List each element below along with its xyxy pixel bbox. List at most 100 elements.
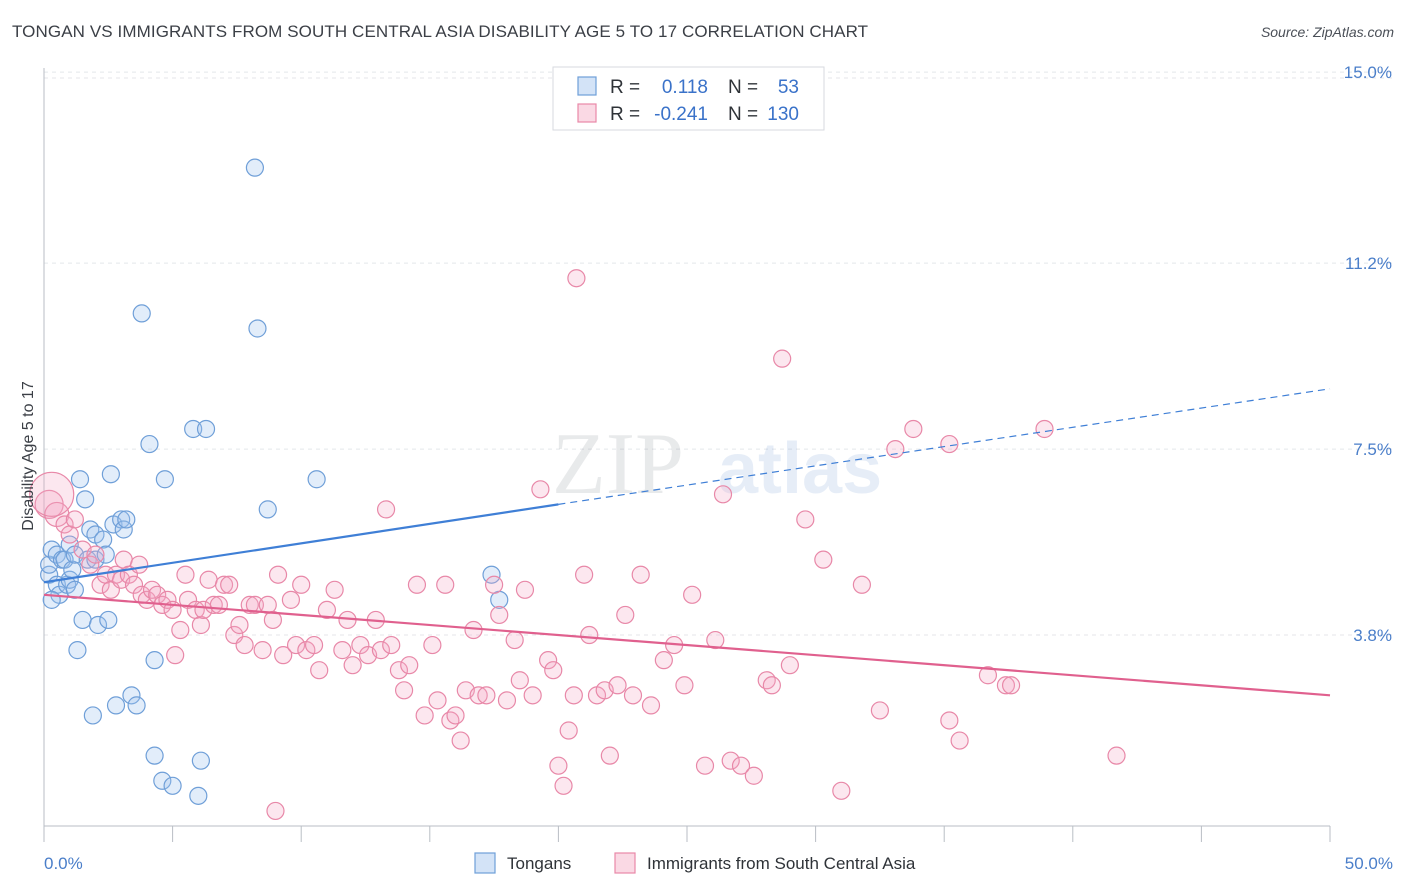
watermark: ZIP atlas <box>552 416 882 513</box>
data-point <box>814 550 833 569</box>
data-point <box>132 304 151 323</box>
data-point <box>63 560 82 579</box>
data-point <box>268 565 288 584</box>
data-point <box>616 605 635 625</box>
data-point <box>600 746 619 765</box>
data-point <box>394 681 414 700</box>
data-point <box>155 470 174 489</box>
legend-r-label: R = <box>610 77 640 98</box>
data-point <box>623 686 643 705</box>
data-point <box>490 590 509 609</box>
y-tick-label: 3.8% <box>1353 626 1392 645</box>
data-point <box>631 565 650 584</box>
data-point <box>60 525 79 544</box>
data-point <box>544 661 563 680</box>
data-point <box>978 666 998 685</box>
data-point <box>464 620 483 640</box>
data-point <box>130 555 149 574</box>
data-point <box>281 590 301 609</box>
data-point <box>706 630 725 650</box>
data-point <box>940 434 959 454</box>
data-point <box>274 646 293 665</box>
x-ticks <box>43 826 1331 842</box>
data-point <box>515 580 535 599</box>
series-legend: Tongans Immigrants from South Central Asi… <box>474 852 916 874</box>
data-point <box>451 731 470 750</box>
data-point <box>240 595 259 614</box>
data-point <box>114 550 133 569</box>
data-point <box>163 776 182 795</box>
data-point <box>248 319 267 338</box>
data-point <box>549 756 568 775</box>
legend-n-value: 130 <box>767 104 799 125</box>
legend-bottom-swatch <box>614 852 636 874</box>
data-point <box>73 610 92 630</box>
data-point <box>523 686 542 705</box>
data-point <box>641 696 661 715</box>
data-point <box>490 605 509 625</box>
data-point <box>142 580 162 599</box>
data-point <box>744 766 763 785</box>
data-point <box>762 676 781 695</box>
legend-r-value: -0.241 <box>654 104 708 125</box>
data-point <box>1035 419 1054 439</box>
data-point <box>446 706 465 725</box>
stats-legend: R = 0.118 N = 53 R = -0.241 N = 130 <box>552 66 825 131</box>
data-point <box>307 470 326 489</box>
data-point <box>292 575 311 594</box>
series-tongans-points <box>40 158 509 805</box>
data-point <box>266 801 285 821</box>
series-south-central-asia-points <box>29 269 1126 821</box>
data-point <box>304 635 324 655</box>
data-point <box>531 480 550 499</box>
data-point <box>407 575 427 594</box>
data-point <box>870 701 890 720</box>
trend-lines <box>43 388 1331 697</box>
data-point <box>286 635 306 655</box>
data-point <box>428 691 447 710</box>
data-point <box>106 696 126 715</box>
data-point <box>389 661 409 680</box>
data-point <box>29 471 75 517</box>
data-point <box>436 575 455 594</box>
data-point <box>153 771 172 790</box>
data-point <box>654 651 673 670</box>
data-point <box>310 661 329 680</box>
data-point <box>721 751 740 770</box>
data-points <box>29 158 1126 821</box>
data-point <box>145 651 164 670</box>
data-point <box>209 595 228 614</box>
watermark-zip: ZIP <box>552 416 684 513</box>
data-point <box>675 676 694 695</box>
data-point <box>101 465 120 484</box>
data-point <box>191 751 210 770</box>
data-point <box>554 776 573 795</box>
chart-title: TONGAN VS IMMIGRANTS FROM SOUTH CENTRAL … <box>12 22 869 41</box>
data-point <box>88 615 108 635</box>
data-point <box>485 575 504 594</box>
data-point <box>245 595 265 614</box>
trend-line-extension <box>558 388 1331 505</box>
data-point <box>253 641 272 660</box>
data-point <box>757 671 776 690</box>
data-point <box>940 711 959 730</box>
data-point <box>325 580 344 599</box>
data-point <box>469 686 488 705</box>
data-point <box>140 434 159 454</box>
data-point <box>127 696 146 715</box>
data-point <box>245 158 265 177</box>
axes <box>43 68 1330 827</box>
data-point <box>235 635 254 655</box>
legend-bottom-label: Tongans <box>507 854 571 873</box>
data-point <box>376 500 396 519</box>
data-point <box>832 781 851 800</box>
data-point <box>400 656 419 675</box>
data-point <box>996 676 1016 695</box>
x-tick-label: 0.0% <box>44 854 83 873</box>
data-point <box>124 575 144 594</box>
legend-n-label: N = <box>728 104 758 125</box>
data-point <box>423 635 442 655</box>
data-point <box>145 746 164 765</box>
data-point <box>68 641 87 660</box>
